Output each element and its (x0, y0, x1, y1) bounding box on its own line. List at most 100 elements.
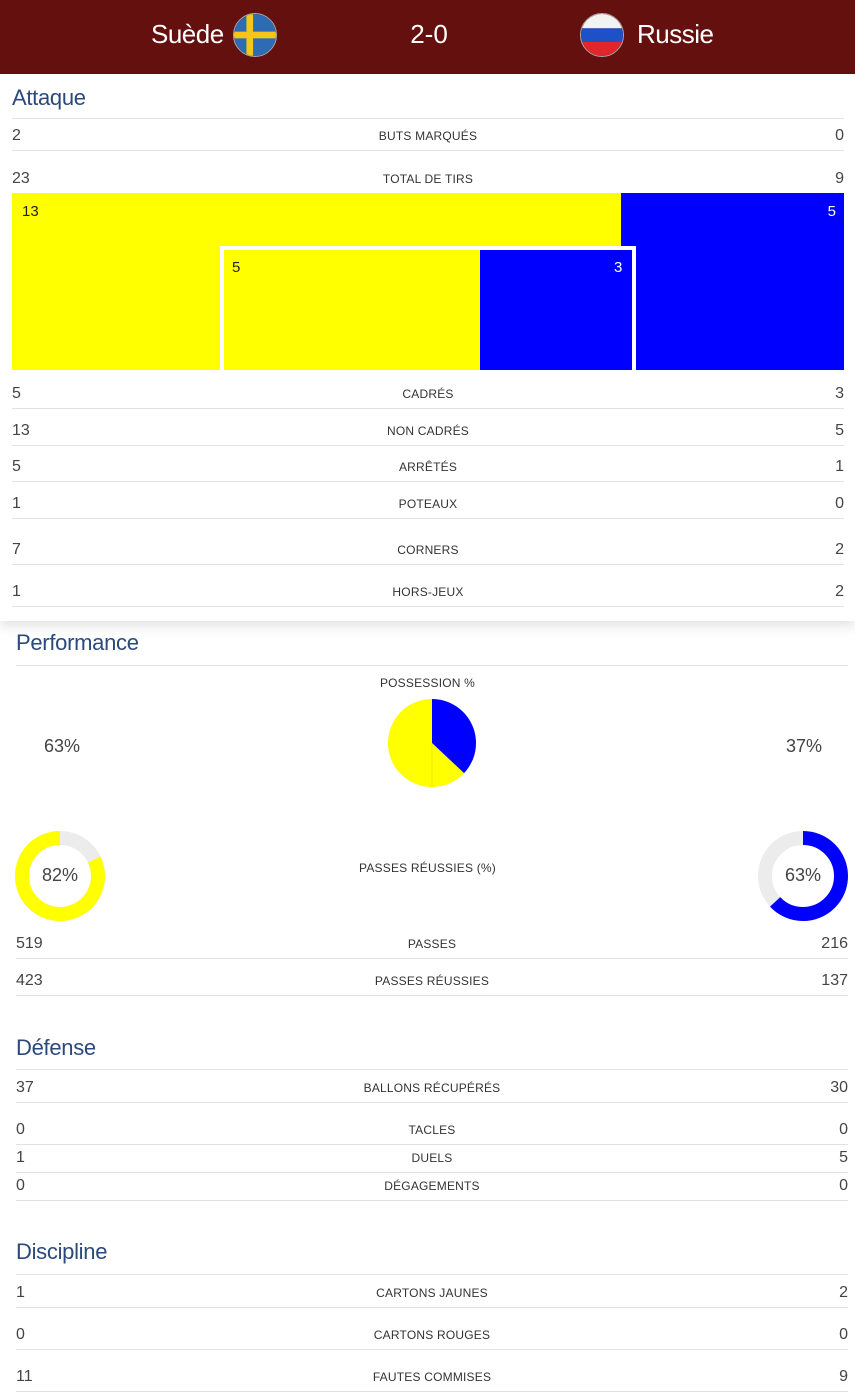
ring-away-fill (758, 831, 848, 921)
pass-accuracy-home-ring: 82% (14, 830, 106, 922)
stat-row: 1 HORS-JEUX 2 (12, 577, 844, 607)
away-value: 1 (835, 458, 844, 475)
away-value: 3 (835, 385, 844, 402)
stat-label: BALLONS RÉCUPÉRÉS (363, 1081, 501, 1095)
away-team-name[interactable]: Russie (637, 19, 714, 49)
away-value: 5 (839, 1149, 848, 1166)
stat-label: POTEAUX (398, 497, 458, 511)
off-target-home-value: 13 (22, 203, 39, 220)
home-value: 5 (12, 385, 21, 402)
stat-row: 1 DUELS 5 (16, 1143, 848, 1173)
match-header: Suède 2-0 Russie (0, 0, 855, 74)
stat-label: DUELS (411, 1151, 453, 1165)
home-value: 0 (16, 1326, 25, 1343)
divider (16, 1274, 848, 1275)
on-target-home-block (224, 250, 480, 370)
stat-label: CADRÉS (402, 387, 454, 401)
ring-home-fill (15, 831, 105, 921)
home-value: 1 (12, 495, 21, 512)
home-value: 423 (16, 972, 43, 989)
on-target-away-block (480, 250, 632, 370)
shots-chart: 13 5 5 3 (12, 193, 844, 370)
stat-row: 0 DÉGAGEMENTS 0 (16, 1171, 848, 1201)
pass-accuracy-away-value: 63% (784, 865, 822, 885)
stat-label: TACLES (408, 1123, 456, 1137)
sweden-flag-icon (233, 13, 277, 57)
away-value: 9 (835, 170, 844, 187)
possession-home-value: 63% (44, 736, 81, 756)
stat-label: NON CADRÉS (386, 424, 469, 438)
stat-label: HORS-JEUX (392, 585, 464, 599)
defense-title: Défense (16, 1035, 96, 1060)
stat-row: 1 POTEAUX 0 (12, 489, 844, 519)
stat-label: BUTS MARQUÉS (378, 129, 478, 143)
home-value: 37 (16, 1079, 34, 1096)
stat-row-total-shots: 23 TOTAL DE TIRS 9 (12, 164, 844, 194)
away-value: 137 (821, 972, 848, 989)
on-target-away-value: 3 (614, 259, 623, 276)
home-value: 11 (16, 1368, 33, 1385)
goal-frame (220, 246, 636, 370)
away-value: 0 (839, 1177, 848, 1194)
away-value: 5 (835, 422, 844, 439)
stat-label: PASSES RÉUSSIES (374, 974, 490, 988)
away-value: 0 (835, 127, 844, 144)
stat-row: 423 PASSES RÉUSSIES 137 (16, 966, 848, 996)
stat-row: 13 NON CADRÉS 5 (12, 416, 844, 446)
away-value: 2 (839, 1284, 848, 1301)
stat-label: PASSES (407, 937, 457, 951)
discipline-title: Discipline (16, 1239, 108, 1264)
stat-label: CARTONS JAUNES (376, 1286, 488, 1300)
home-value: 1 (12, 583, 21, 600)
stat-row: 7 CORNERS 2 (12, 535, 844, 565)
home-team-name[interactable]: Suède (151, 19, 224, 49)
home-value: 23 (12, 170, 30, 187)
performance-title: Performance (16, 630, 139, 655)
stat-row: 0 CARTONS ROUGES 0 (16, 1320, 848, 1350)
home-value: 519 (16, 935, 43, 952)
possession-away-slice (432, 699, 476, 774)
on-target-home-value: 5 (232, 259, 241, 276)
possession-away-value: 37% (786, 736, 823, 756)
home-value: 0 (16, 1121, 25, 1138)
stat-row: 519 PASSES 216 (16, 929, 848, 959)
stat-row: 11 FAUTES COMMISES 9 (16, 1362, 848, 1392)
stat-label: CORNERS (397, 543, 459, 557)
home-value: 5 (12, 458, 21, 475)
stat-label: TOTAL DE TIRS (382, 172, 474, 186)
stat-row-goals: 2 BUTS MARQUÉS 0 (12, 121, 844, 151)
home-value: 2 (12, 127, 21, 144)
off-target-away-value: 5 (827, 203, 836, 220)
stat-row: 5 ARRÊTÉS 1 (12, 452, 844, 482)
home-value: 1 (16, 1149, 25, 1166)
stat-label: CARTONS ROUGES (373, 1328, 491, 1342)
stat-row: 1 CARTONS JAUNES 2 (16, 1278, 848, 1308)
home-value: 13 (12, 422, 30, 439)
away-value: 2 (835, 541, 844, 558)
away-value: 0 (839, 1121, 848, 1138)
stat-label: DÉGAGEMENTS (384, 1179, 480, 1193)
home-value: 7 (12, 541, 21, 558)
attack-title: Attaque (12, 85, 86, 110)
home-value: 1 (16, 1284, 25, 1301)
possession-pie-chart (388, 699, 476, 787)
away-value: 9 (839, 1368, 848, 1385)
away-value: 2 (835, 583, 844, 600)
match-score: 2-0 (410, 19, 448, 49)
divider (12, 118, 844, 119)
russia-flag-icon (580, 13, 624, 57)
pass-accuracy-away-ring: 63% (757, 830, 849, 922)
home-value: 0 (16, 1177, 25, 1194)
away-value: 216 (821, 935, 848, 952)
stat-row: 37 BALLONS RÉCUPÉRÉS 30 (16, 1073, 848, 1103)
divider (16, 665, 848, 666)
divider (16, 1069, 848, 1070)
pass-accuracy-label: PASSES RÉUSSIES (%) (359, 861, 496, 875)
stat-row: 0 TACLES 0 (16, 1115, 848, 1145)
stat-label: ARRÊTÉS (398, 460, 458, 474)
away-value: 0 (839, 1326, 848, 1343)
stat-label: FAUTES COMMISES (372, 1370, 492, 1384)
possession-home-slice (388, 699, 465, 787)
pass-accuracy-home-value: 82% (41, 865, 79, 885)
possession-label: POSSESSION % (379, 676, 476, 690)
